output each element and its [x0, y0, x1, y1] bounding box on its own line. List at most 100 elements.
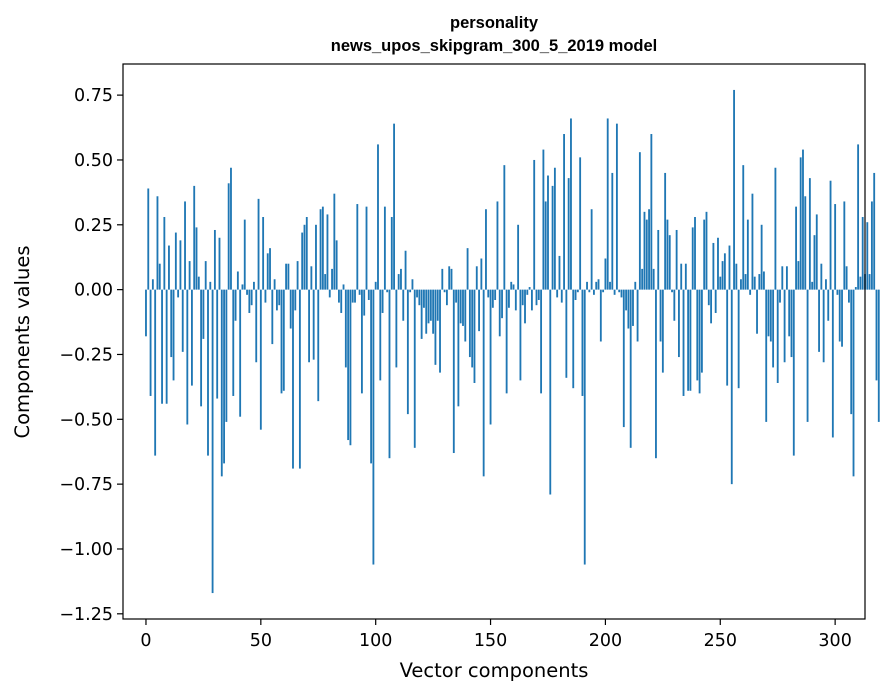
bar-component-182 — [563, 134, 565, 290]
bar-component-207 — [620, 289, 623, 298]
bar-component-11 — [170, 289, 173, 358]
y-axis: 0.75 0.50 0.25 0.00 −0.25 −0.50 −0.75 −1.00 −1.2… — [59, 86, 123, 625]
bar-component-174 — [544, 201, 547, 290]
bar-component-67 — [298, 289, 301, 469]
bar-component-29 — [211, 289, 214, 594]
bar-component-263 — [749, 289, 752, 295]
bar-component-121 — [423, 289, 425, 308]
bar-component-285 — [799, 157, 802, 290]
y-tick-label: −0.25 — [59, 345, 113, 365]
bar-component-155 — [501, 289, 503, 319]
bar-component-61 — [285, 263, 288, 290]
bar-component-230 — [673, 289, 676, 321]
bar-component-197 — [597, 279, 600, 290]
bar-component-54 — [269, 248, 271, 290]
bar-component-123 — [427, 289, 430, 324]
bar-component-286 — [802, 149, 804, 290]
y-tick-label: −0.75 — [59, 475, 113, 495]
bar-component-175 — [547, 175, 549, 290]
bar-component-317 — [873, 172, 876, 290]
chart-subtitle: news_upos_skipgram_300_5_2019 model — [331, 37, 658, 55]
bar-component-226 — [664, 172, 667, 290]
bar-component-34 — [223, 289, 225, 464]
bar-component-36 — [227, 183, 230, 290]
bar-component-315 — [868, 274, 871, 290]
bar-component-186 — [572, 289, 575, 389]
bar-component-211 — [629, 289, 632, 448]
bar-component-131 — [445, 289, 448, 306]
bar-component-151 — [491, 289, 494, 308]
bar-component-209 — [625, 289, 628, 311]
bar-component-24 — [200, 289, 203, 407]
bar-component-84 — [338, 289, 340, 303]
bar-component-126 — [434, 289, 437, 365]
bar-component-5 — [156, 196, 159, 290]
bar-component-13 — [174, 232, 177, 290]
bar-component-65 — [294, 289, 297, 311]
bar-component-147 — [482, 289, 485, 477]
bar-component-294 — [820, 263, 823, 290]
bar-component-40 — [236, 271, 239, 290]
bar-component-82 — [333, 193, 336, 290]
bar-component-4 — [154, 289, 157, 456]
y-tick-label: 0.25 — [74, 216, 113, 236]
bar-component-241 — [698, 289, 701, 394]
bar-component-249 — [717, 237, 719, 290]
bar-component-237 — [689, 289, 692, 391]
bar-component-17 — [184, 201, 186, 290]
bar-component-57 — [275, 289, 278, 311]
bar-component-222 — [655, 289, 657, 459]
bar-component-92 — [356, 204, 359, 290]
bar-component-160 — [512, 284, 515, 290]
bar-component-188 — [576, 289, 579, 293]
bar-component-32 — [218, 237, 221, 290]
bar-component-217 — [643, 211, 646, 290]
bar-component-6 — [158, 263, 161, 290]
bar-component-300 — [834, 204, 837, 290]
bar-component-202 — [609, 281, 611, 290]
bar-component-43 — [243, 219, 246, 290]
bar-component-221 — [652, 268, 655, 290]
bar-component-173 — [542, 149, 545, 290]
bar-component-245 — [707, 289, 710, 306]
bar-component-26 — [204, 261, 207, 290]
bar-component-80 — [328, 289, 331, 298]
x-axis: 0 50 100 150 200 250 300 — [140, 619, 852, 651]
bar-component-238 — [691, 227, 694, 290]
bar-component-161 — [514, 289, 517, 311]
bar-component-247 — [712, 242, 715, 290]
bar-component-115 — [409, 289, 412, 293]
plot-area — [145, 89, 880, 594]
bar-component-137 — [459, 289, 462, 324]
bar-component-319 — [877, 289, 880, 422]
bar-component-116 — [411, 279, 414, 290]
bar-component-46 — [250, 289, 253, 306]
bar-component-261 — [744, 274, 747, 290]
bar-component-78 — [324, 274, 327, 290]
bar-component-181 — [560, 289, 563, 303]
bar-component-58 — [278, 289, 281, 306]
bar-component-55 — [271, 289, 274, 345]
bar-component-284 — [797, 261, 800, 290]
bar-component-184 — [567, 178, 570, 290]
bar-component-164 — [521, 289, 524, 306]
bar-component-220 — [650, 134, 653, 290]
bar-component-280 — [788, 289, 791, 337]
bar-component-288 — [806, 289, 809, 422]
bar-component-248 — [714, 289, 717, 313]
bar-component-103 — [381, 289, 384, 313]
bar-component-308 — [852, 289, 855, 477]
bar-component-240 — [696, 289, 699, 381]
bar-component-23 — [197, 276, 200, 290]
bar-component-143 — [473, 289, 476, 383]
bar-component-153 — [496, 201, 499, 290]
bar-component-89 — [349, 289, 352, 446]
bar-component-49 — [257, 198, 260, 290]
bar-component-133 — [450, 268, 453, 290]
bar-component-146 — [480, 258, 483, 290]
bar-component-102 — [379, 289, 382, 381]
bar-component-94 — [360, 289, 363, 394]
bar-component-140 — [466, 248, 469, 290]
bar-component-210 — [627, 289, 630, 329]
bar-component-20 — [191, 289, 193, 386]
